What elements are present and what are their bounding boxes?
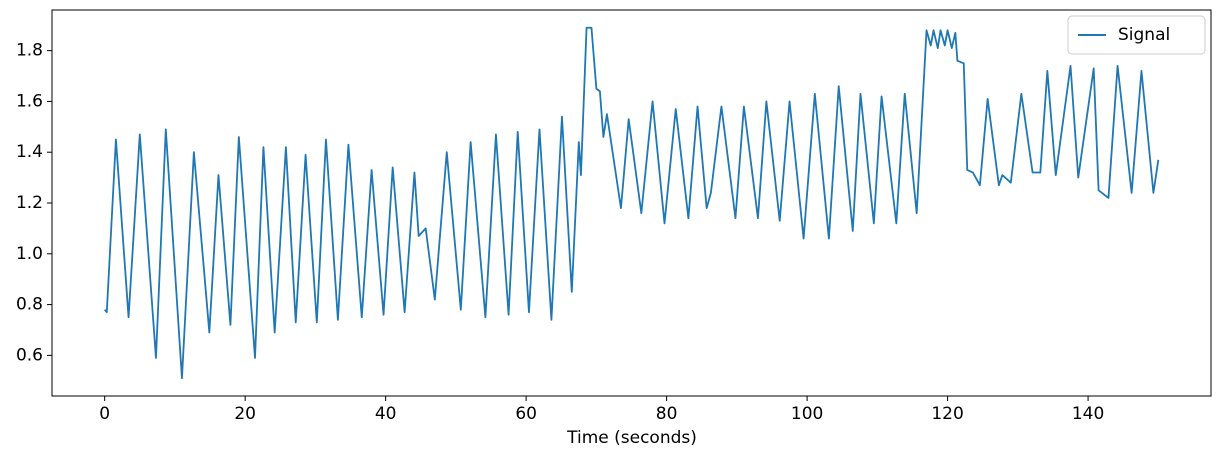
y-tick-label: 1.8 — [16, 41, 43, 61]
x-tick-label: 40 — [375, 404, 397, 424]
x-tick-label: 0 — [99, 404, 110, 424]
x-axis-label: Time (seconds) — [566, 428, 697, 448]
axes-frame — [51, 9, 1212, 397]
y-tick-label: 1.6 — [16, 91, 43, 111]
x-tick-label: 80 — [656, 404, 678, 424]
y-tick-label: 1.4 — [16, 142, 43, 162]
x-tick-label: 60 — [515, 404, 537, 424]
y-tick-label: 0.8 — [16, 295, 43, 315]
y-tick-label: 1.0 — [16, 244, 43, 264]
y-tick-label: 1.2 — [16, 193, 43, 213]
legend-box — [1067, 15, 1206, 55]
x-tick-label: 120 — [931, 404, 963, 424]
x-tick-label: 140 — [1072, 404, 1104, 424]
x-tick-label: 20 — [234, 404, 256, 424]
legend-label: Signal — [1118, 25, 1170, 45]
signal-line — [103, 26, 1160, 380]
x-tick-label: 100 — [791, 404, 823, 424]
y-tick-label: 0.6 — [16, 345, 43, 365]
